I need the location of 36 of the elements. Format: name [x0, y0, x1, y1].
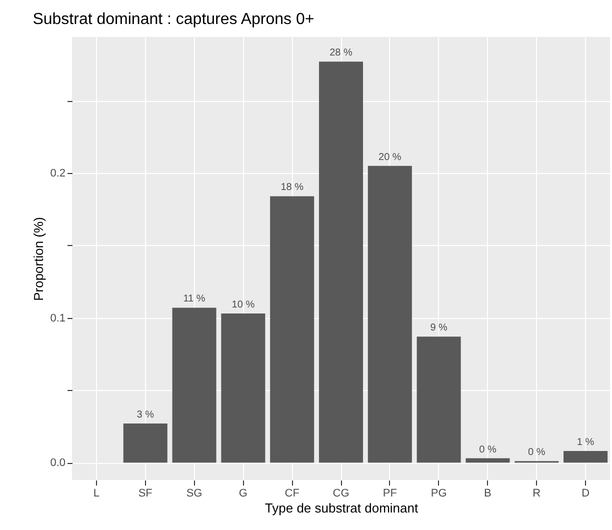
x-tick-label: SG: [186, 488, 202, 500]
data-label: 11 %: [183, 294, 206, 305]
x-axis-title: Type de substrat dominant: [264, 500, 418, 516]
x-tick-label: D: [582, 488, 590, 500]
y-axis-title: Proportion (%): [31, 217, 46, 301]
x-tick-label: G: [238, 488, 248, 500]
data-label: 9 %: [430, 322, 448, 334]
data-label: 3 %: [136, 410, 154, 421]
data-label: 18 %: [280, 182, 304, 194]
x-tick-label: SF: [138, 488, 153, 500]
bar: [221, 314, 266, 463]
bar: [466, 458, 510, 463]
bar: [564, 451, 608, 463]
data-label: 20 %: [378, 152, 402, 163]
data-label: 28 %: [330, 48, 353, 59]
y-tick-label: 0.0: [50, 457, 66, 470]
x-tick-label: R: [532, 488, 541, 500]
data-label: 10 %: [232, 300, 255, 311]
bar: [172, 308, 216, 463]
data-label: 1 %: [576, 437, 594, 448]
x-tick-label: B: [484, 488, 492, 500]
x-tick-label: L: [93, 488, 100, 500]
y-tick-label: 0.1: [50, 312, 66, 324]
x-tick-label: PF: [382, 488, 398, 500]
data-label: 0 %: [528, 447, 546, 458]
bar: [318, 62, 364, 463]
bar: [270, 196, 314, 463]
y-tick-label: 0.2: [50, 168, 66, 180]
chart-title: Substrat dominant : captures Aprons 0+: [32, 11, 314, 28]
bar: [123, 424, 168, 463]
x-tick-label: CG: [332, 488, 350, 500]
x-tick-label: PG: [430, 488, 447, 500]
bar: [416, 336, 461, 463]
data-label: 0 %: [479, 444, 496, 456]
bar: [368, 166, 412, 463]
x-tick-label: CF: [284, 488, 300, 500]
